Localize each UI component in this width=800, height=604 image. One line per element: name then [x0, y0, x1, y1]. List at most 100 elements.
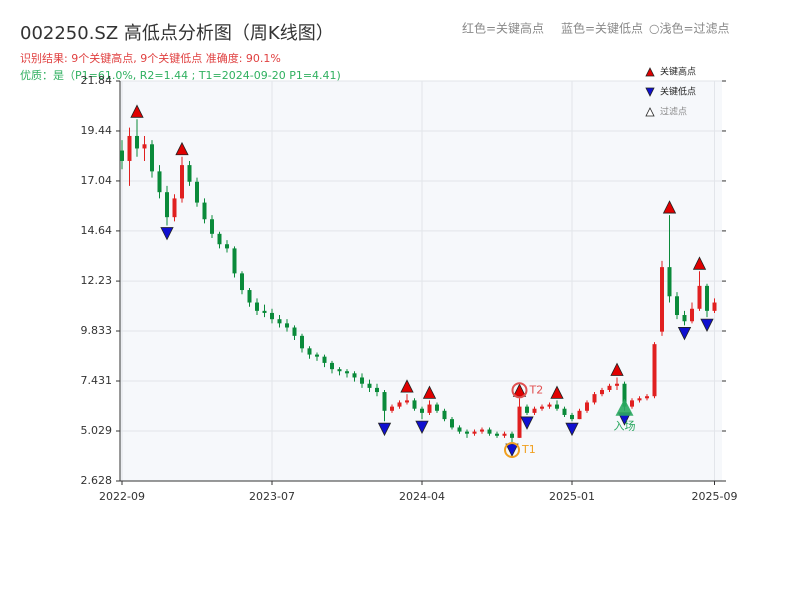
legend-label: 关键高点 — [660, 66, 696, 78]
candle-body — [420, 408, 424, 413]
candle-body — [682, 315, 687, 322]
candle-body — [217, 233, 222, 245]
x-tick-label: 2025-01 — [549, 490, 595, 503]
candle-body — [540, 406, 544, 409]
legend-swatch — [645, 107, 655, 117]
candle-body — [570, 414, 574, 420]
candle-body — [405, 400, 409, 403]
y-tick-label: 9.833 — [81, 324, 113, 337]
candle-body — [225, 244, 229, 249]
candle-body — [157, 171, 162, 193]
annotation-ring — [511, 382, 528, 399]
candle-body — [412, 400, 417, 409]
candle-body — [277, 319, 282, 324]
y-tick-label: 19.44 — [81, 124, 113, 137]
y-tick-label: 12.23 — [81, 274, 113, 287]
candle-body — [525, 406, 529, 413]
candle-body — [352, 373, 357, 378]
candle-body — [240, 273, 244, 291]
candle-body — [187, 165, 192, 182]
candle-body — [457, 427, 462, 432]
candle-body — [127, 135, 132, 161]
candle-body — [232, 248, 237, 274]
y-tick-label: 5.029 — [81, 424, 113, 437]
candle-body — [495, 433, 499, 436]
candle-body — [502, 433, 507, 436]
key-high-marker — [692, 256, 707, 270]
x-tick-label: 2023-07 — [249, 490, 295, 503]
key-high-marker — [662, 200, 677, 214]
note: 红色=关键高点 — [462, 21, 544, 36]
candle-body — [375, 387, 379, 393]
candle-body — [270, 312, 274, 320]
note: ○浅色=过滤点 — [649, 22, 730, 36]
key-low-marker — [520, 416, 534, 430]
candle-body — [637, 398, 642, 401]
candle-body — [577, 410, 582, 420]
candle-body — [600, 389, 604, 395]
candle-body — [292, 327, 297, 336]
candle-body — [510, 433, 514, 438]
key-low-marker — [415, 420, 429, 435]
candle-body — [675, 296, 679, 316]
key-high-marker — [610, 362, 624, 376]
candle-body — [427, 404, 432, 413]
candle-body — [442, 410, 447, 420]
key-high-marker — [400, 379, 414, 393]
candle-body — [390, 406, 394, 411]
candle-body — [382, 392, 387, 411]
candle-body — [120, 150, 124, 161]
key-high-marker — [422, 385, 437, 399]
key-high-marker — [550, 385, 564, 399]
y-tick-label: 21.84 — [81, 74, 113, 87]
candle-body — [210, 219, 214, 234]
subtitle: 识别结果: 9个关键高点, 9个关键低点 准确度: 90.1% — [20, 51, 281, 65]
candle-body — [592, 394, 597, 403]
y-tick-label: 17.04 — [81, 174, 113, 187]
y-tick-label: 14.64 — [81, 224, 113, 237]
key-high-marker — [130, 104, 144, 118]
candle-body — [255, 302, 259, 311]
candle-body — [667, 267, 672, 297]
candle-body — [660, 267, 664, 332]
candle-body — [487, 429, 492, 434]
y-tick-label: 2.628 — [81, 474, 113, 487]
candle-body — [360, 377, 364, 384]
candle-body — [562, 408, 567, 415]
candle-body — [307, 348, 312, 355]
candle-body — [607, 385, 612, 390]
subtitle: 优质：是（P1=61.0%, R2=1.44 ; T1=2024-09-20 P… — [20, 69, 341, 82]
entry-marker — [615, 398, 634, 416]
candle-body — [172, 198, 177, 218]
candle-body — [690, 308, 694, 322]
key-low-marker — [377, 422, 392, 437]
entry-label: 入场 — [614, 419, 636, 433]
note: 蓝色=关键低点 — [561, 22, 643, 36]
x-tick-label: 2025-09 — [692, 490, 738, 503]
candle-body — [712, 302, 717, 311]
candle-body — [585, 402, 589, 411]
candle-body — [517, 406, 522, 438]
key-low-marker — [677, 327, 692, 341]
candle-body — [300, 335, 304, 349]
annotation-ring — [504, 442, 520, 459]
candle-body — [547, 404, 552, 407]
candle-body — [165, 192, 169, 218]
key-low-marker — [700, 318, 714, 332]
candle-body — [532, 408, 537, 413]
y-tick-label: 7.431 — [81, 374, 113, 387]
legend-label: 过滤点 — [660, 106, 687, 118]
candle-body — [697, 285, 702, 309]
candle-body — [285, 323, 289, 328]
candle-body — [397, 402, 402, 407]
key-low-marker — [565, 422, 579, 437]
candle-body — [465, 431, 469, 434]
x-tick-label: 2024-04 — [399, 490, 445, 503]
candle-body — [150, 144, 154, 172]
candle-body — [367, 383, 372, 388]
candle-body — [645, 396, 649, 399]
candle-body — [337, 369, 342, 372]
candle-body — [135, 135, 139, 149]
candle-body — [247, 290, 252, 303]
